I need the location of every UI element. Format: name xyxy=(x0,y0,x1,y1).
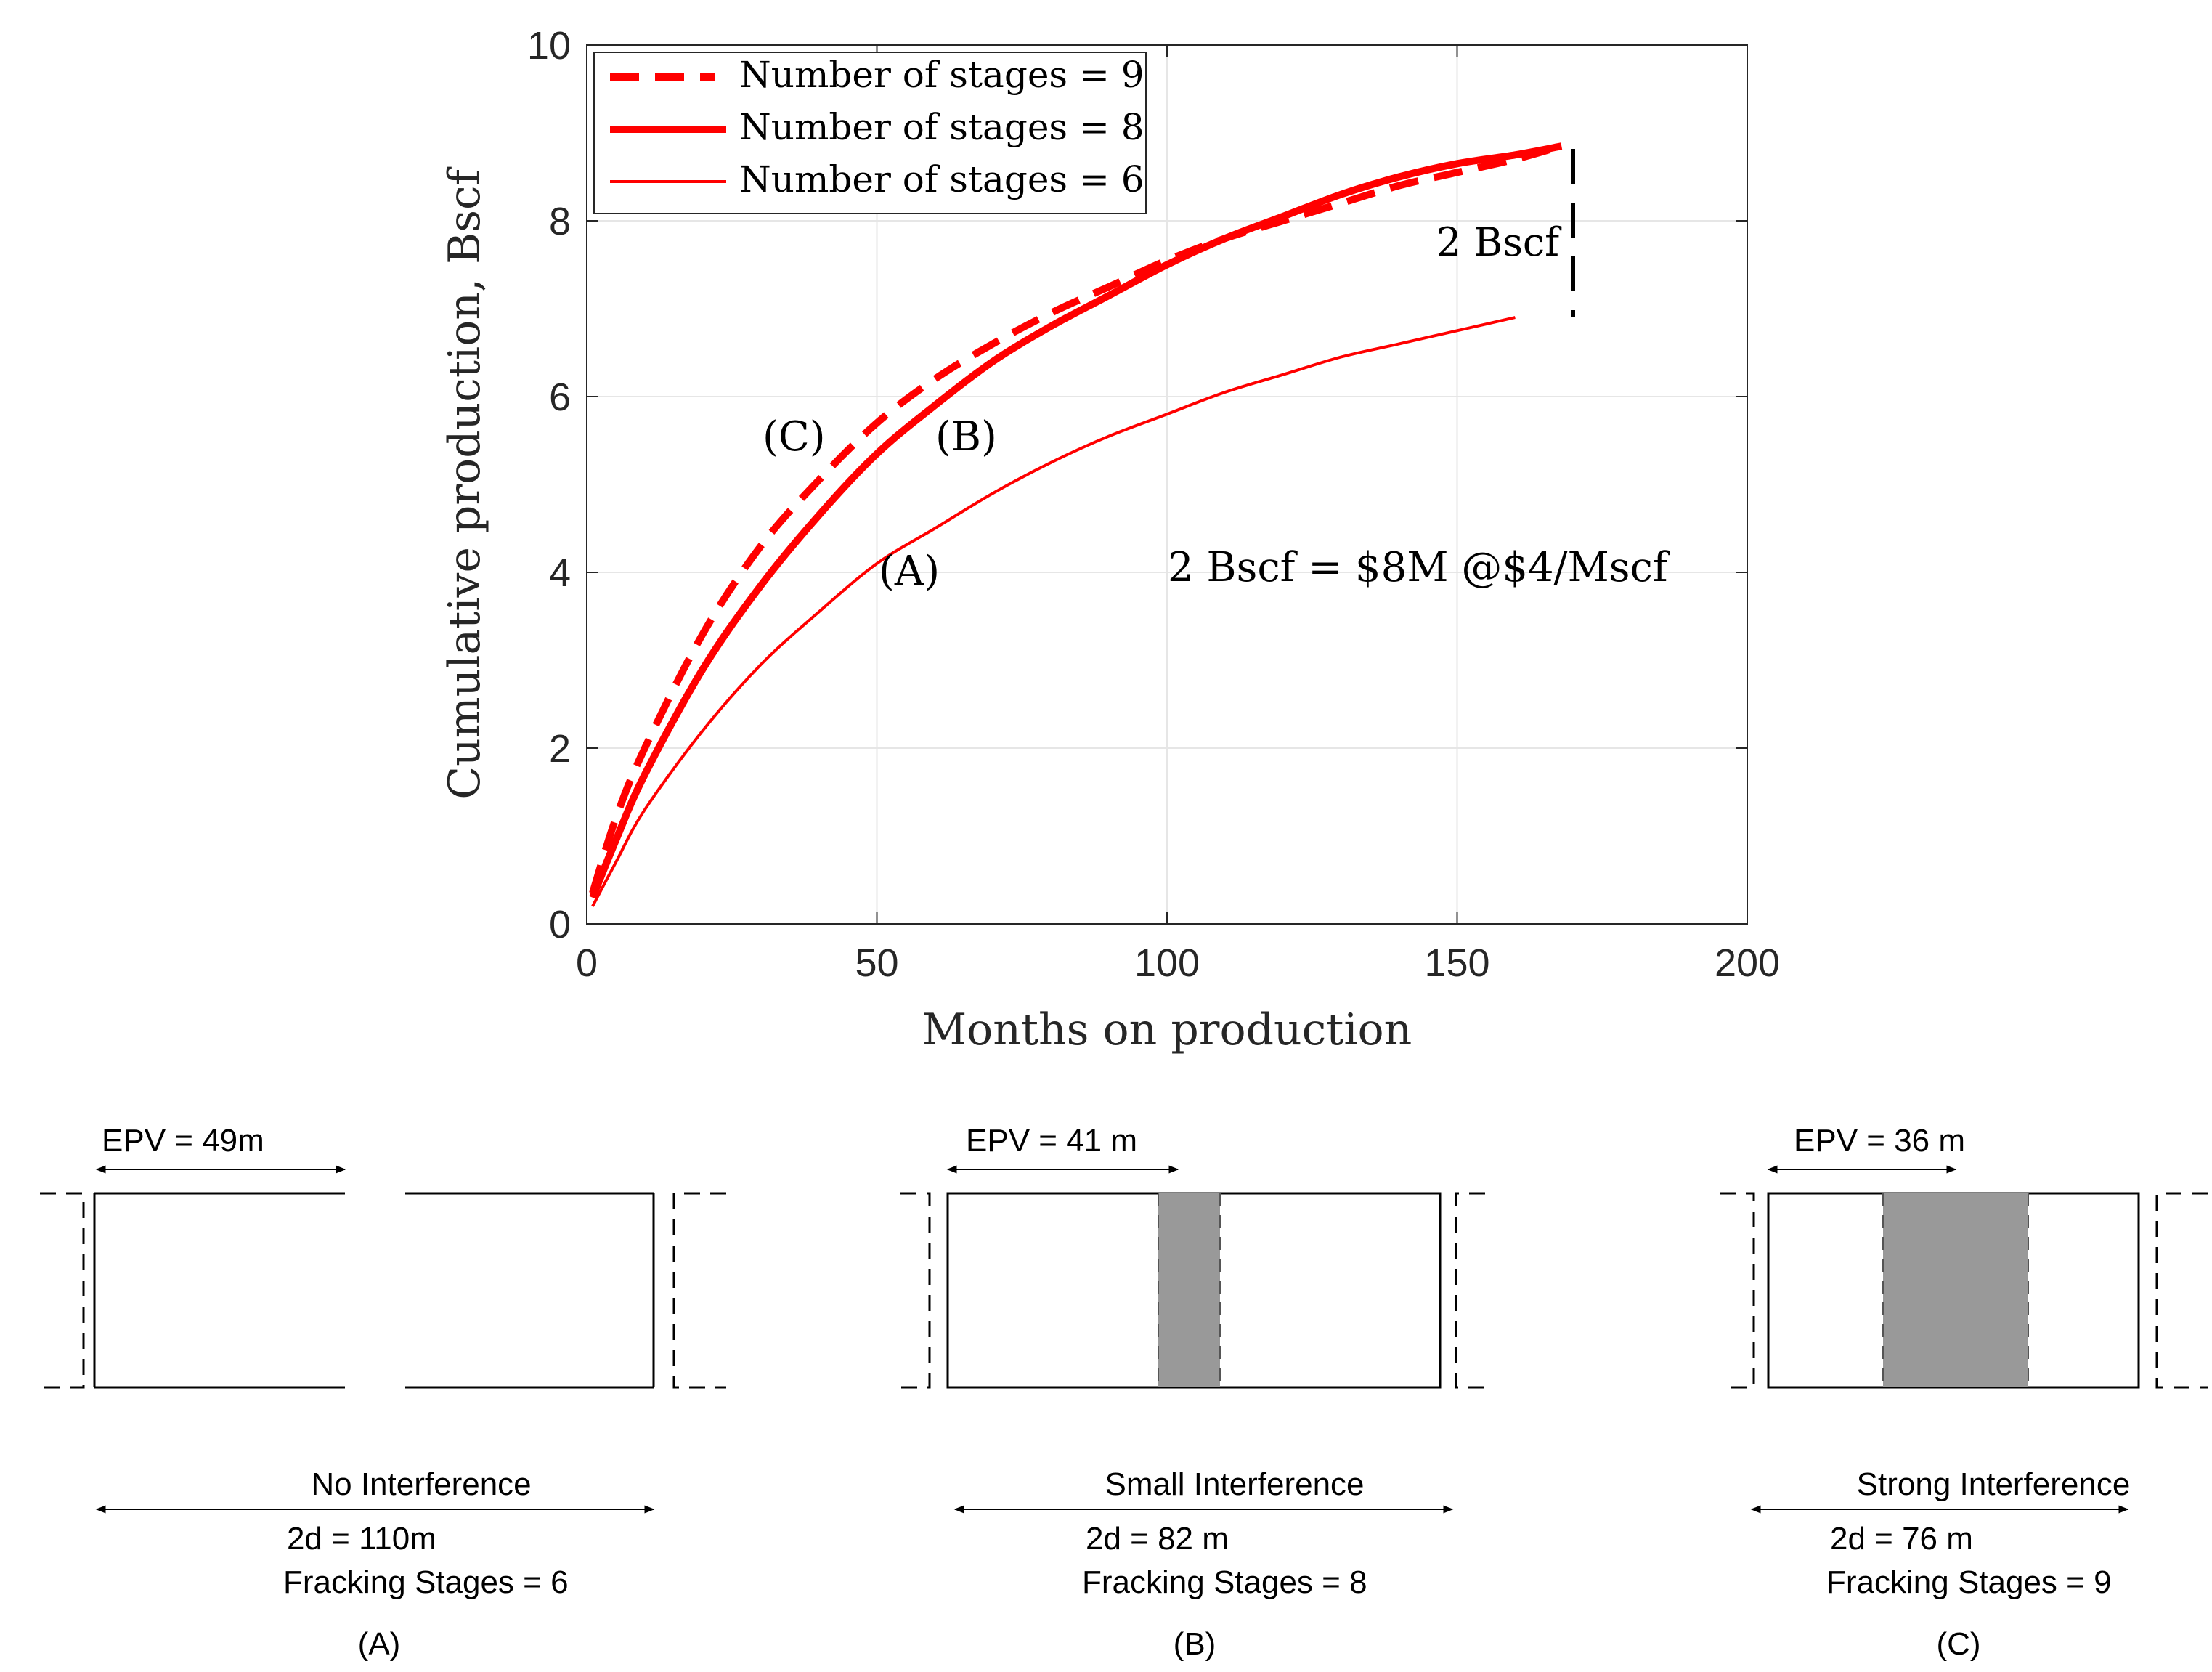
chart: 0 50 100 150 200 0 2 4 6 8 10 Months on production… xyxy=(439,24,1780,1055)
series-layer xyxy=(589,142,1563,907)
y-tick-label: 0 xyxy=(549,903,571,946)
right-neighbor-bracket xyxy=(672,1192,726,1389)
fracture-volume-box xyxy=(94,1193,654,1387)
x-tick-label: 200 xyxy=(1715,941,1780,985)
left-neighbor-bracket xyxy=(40,1192,85,1389)
left-neighbor-bracket xyxy=(900,1192,931,1389)
diagram-c: EPV = 36 m Strong Interference 2d = 76 m… xyxy=(1720,1123,2208,1662)
legend-label-6: Number of stages = 6 xyxy=(739,158,1144,200)
y-tick-label: 4 xyxy=(549,551,571,595)
overlap-region xyxy=(1883,1193,2028,1387)
legend-label-8: Number of stages = 8 xyxy=(739,106,1144,148)
right-neighbor-bracket xyxy=(1455,1192,1485,1389)
series-line-stages-8 xyxy=(589,142,1563,899)
interference-title: No Interference xyxy=(311,1466,531,1502)
annotation-c: (C) xyxy=(763,413,826,460)
diagram-b: EPV = 41 m Small Interference 2d = 82 m … xyxy=(900,1123,1485,1662)
stages-label: Fracking Stages = 9 xyxy=(1826,1565,2112,1600)
spacing-label: 2d = 110m xyxy=(287,1521,436,1557)
y-tick-label: 2 xyxy=(549,727,571,771)
y-tick-label: 10 xyxy=(527,24,571,68)
spacing-label: 2d = 82 m xyxy=(1086,1521,1229,1557)
diagram-caption: (A) xyxy=(358,1626,401,1662)
epv-label: EPV = 41 m xyxy=(966,1123,1137,1158)
interference-title: Strong Interference xyxy=(1857,1466,2131,1502)
annotation-b: (B) xyxy=(935,413,997,460)
annotation-gap: 2 Bscf xyxy=(1436,219,1562,265)
left-neighbor-bracket xyxy=(1720,1192,1755,1389)
legend: Number of stages = 9 Number of stages = … xyxy=(593,52,1147,214)
x-tick-label: 0 xyxy=(576,941,598,985)
stages-label: Fracking Stages = 6 xyxy=(283,1565,569,1600)
diagram-a: EPV = 49m No Interference 2d = 110m Frac… xyxy=(40,1123,726,1662)
right-neighbor-bracket xyxy=(2155,1192,2208,1389)
y-tick-label: 8 xyxy=(549,200,571,243)
spacing-label: 2d = 76 m xyxy=(1830,1521,1973,1557)
diagram-caption: (C) xyxy=(1936,1626,1980,1662)
series-line-stages-9 xyxy=(589,142,1563,895)
legend-label-9: Number of stages = 9 xyxy=(739,54,1144,96)
x-tick-label: 50 xyxy=(855,941,898,985)
axis-ticks: 0 50 100 150 200 0 2 4 6 8 10 xyxy=(527,24,1780,985)
annotation-a: (A) xyxy=(879,548,940,595)
diagram-caption: (B) xyxy=(1174,1626,1216,1662)
epv-label: EPV = 36 m xyxy=(1794,1123,1965,1158)
annotation-value-note: 2 Bscf = $8M @$4/Mscf xyxy=(1168,544,1671,591)
series-line-stages-6 xyxy=(591,316,1516,907)
x-axis-label: Months on production xyxy=(922,1005,1412,1055)
y-tick-label: 6 xyxy=(549,376,571,419)
stages-label: Fracking Stages = 8 xyxy=(1082,1565,1367,1600)
overlap-region xyxy=(1158,1193,1220,1387)
x-tick-label: 150 xyxy=(1424,941,1489,985)
epv-label: EPV = 49m xyxy=(102,1123,264,1158)
interference-title: Small Interference xyxy=(1105,1466,1364,1502)
x-tick-label: 100 xyxy=(1134,941,1200,985)
y-axis-label: Cumulative production, Bscf xyxy=(439,166,490,799)
